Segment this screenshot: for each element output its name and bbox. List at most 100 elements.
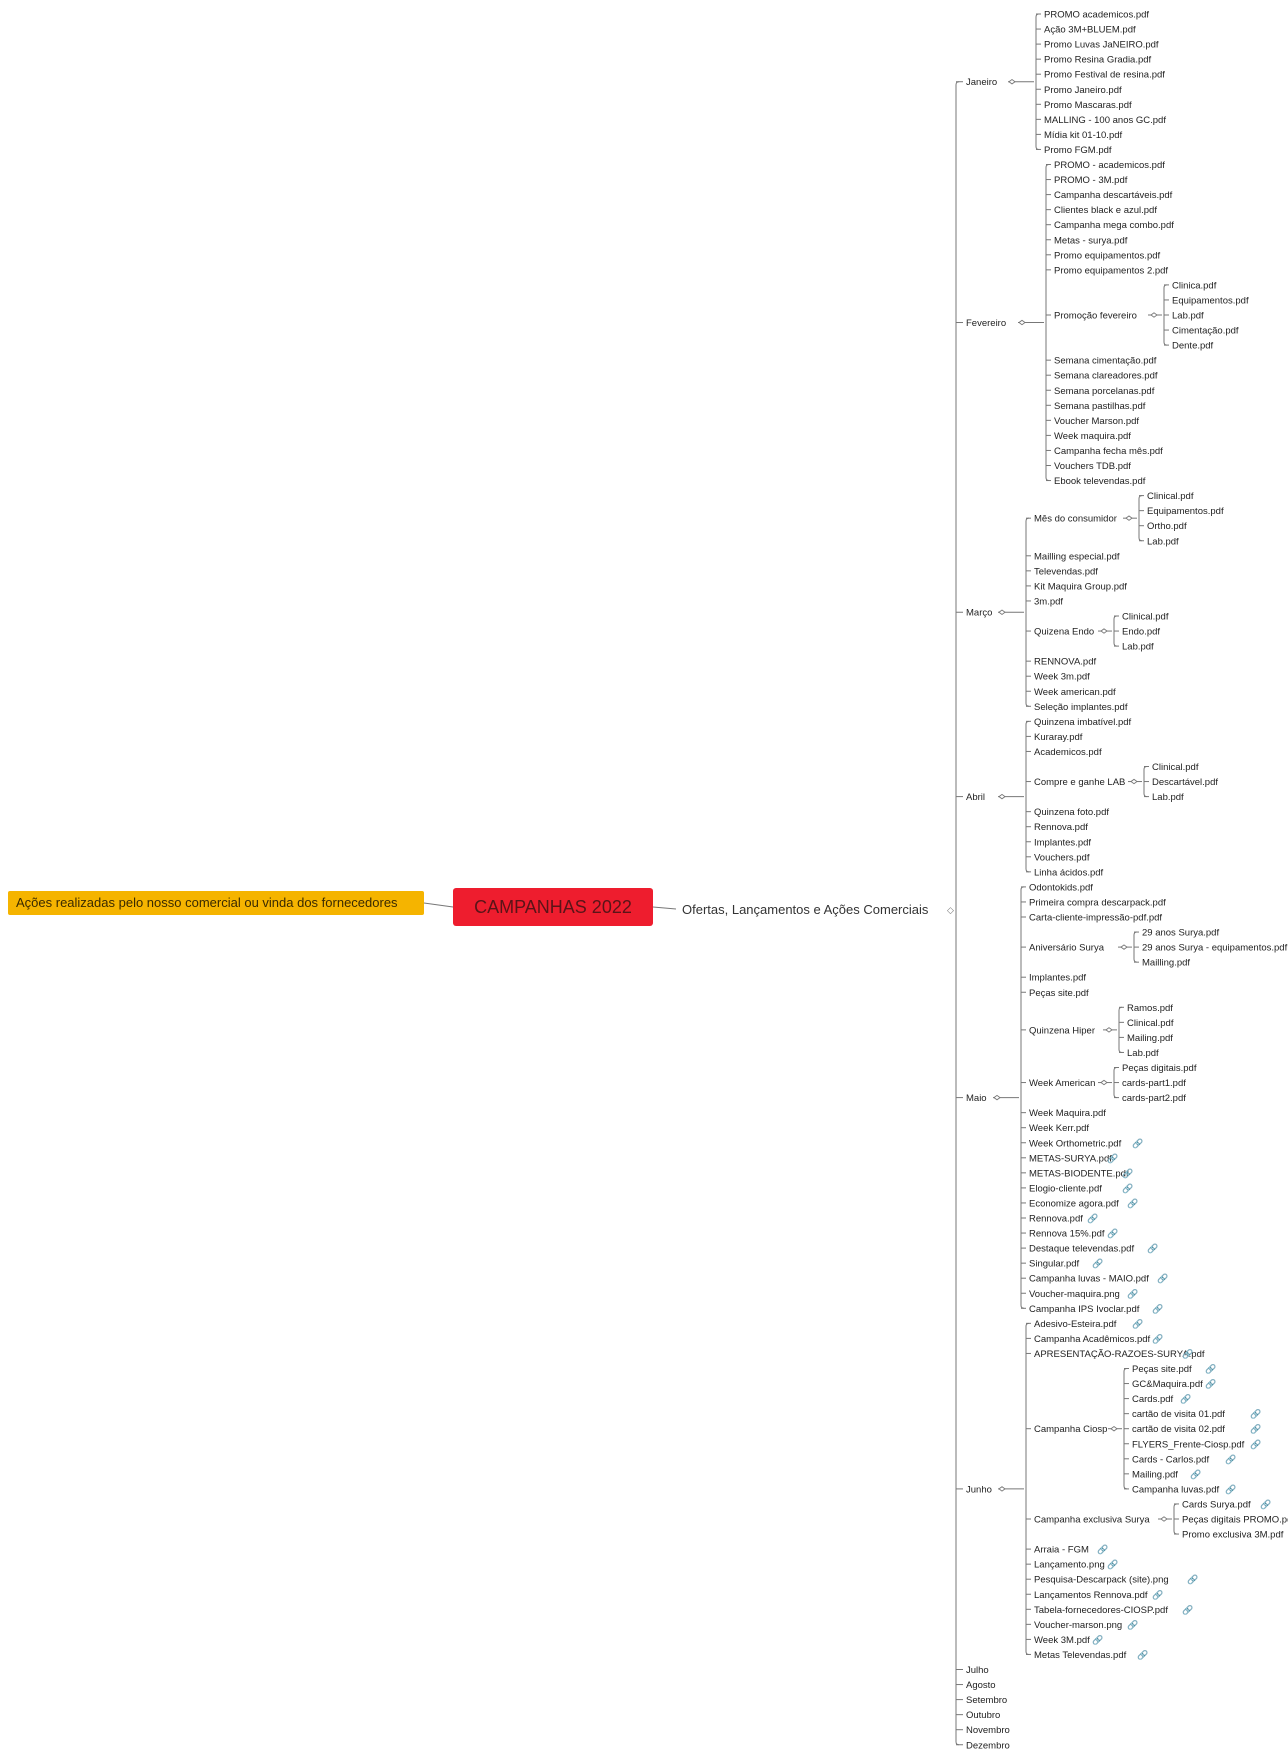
file-pecas-digitais-pdf[interactable]: Peças digitais.pdf <box>1122 1063 1197 1074</box>
link-icon[interactable]: 🔗 <box>1205 1363 1216 1375</box>
file-rennova-pdf[interactable]: Rennova.pdf <box>1029 1214 1083 1225</box>
file-semana-cimentacao-pdf[interactable]: Semana cimentação.pdf <box>1054 356 1157 367</box>
link-icon[interactable]: 🔗 <box>1107 1559 1118 1571</box>
file-clinical-pdf[interactable]: Clinical.pdf <box>1122 612 1169 623</box>
month-outubro[interactable]: Outubro <box>966 1710 1000 1721</box>
file-clientes-black-e-azul-pdf[interactable]: Clientes black e azul.pdf <box>1054 205 1157 216</box>
file-lab-pdf[interactable]: Lab.pdf <box>1172 311 1204 322</box>
file-mailing-pdf[interactable]: Mailing.pdf <box>1127 1033 1173 1044</box>
link-icon[interactable]: 🔗 <box>1250 1438 1261 1450</box>
link-icon[interactable]: 🔗 <box>1182 1604 1193 1616</box>
file-quinzena-foto-pdf[interactable]: Quinzena foto.pdf <box>1034 807 1109 818</box>
topic-mes-do-consumidor[interactable]: Mês do consumidor <box>1034 514 1117 525</box>
topic-campanha-exclusiva-surya[interactable]: Campanha exclusiva Surya <box>1034 1515 1150 1526</box>
month-setembro[interactable]: Setembro <box>966 1695 1007 1706</box>
file-semana-pastilhas-pdf[interactable]: Semana pastilhas.pdf <box>1054 401 1146 412</box>
file-rennova-pdf[interactable]: RENNOVA.pdf <box>1034 657 1096 668</box>
collapse-icon[interactable] <box>1160 1516 1168 1522</box>
link-icon[interactable]: 🔗 <box>1137 1649 1148 1661</box>
link-icon[interactable]: 🔗 <box>1250 1423 1261 1435</box>
file-acao-3m-bluem-pdf[interactable]: Ação 3M+BLUEM.pdf <box>1044 25 1136 36</box>
collapse-icon[interactable] <box>998 793 1006 800</box>
file-kit-maquira-group-pdf[interactable]: Kit Maquira Group.pdf <box>1034 581 1127 592</box>
file-campanha-luvas-pdf[interactable]: Campanha luvas.pdf <box>1132 1484 1219 1495</box>
file-destaque-televendas-pdf[interactable]: Destaque televendas.pdf <box>1029 1244 1134 1255</box>
file-implantes-pdf[interactable]: Implantes.pdf <box>1034 837 1091 848</box>
file-quinzena-imbativel-pdf[interactable]: Quinzena imbatível.pdf <box>1034 717 1132 728</box>
topic-week-american[interactable]: Week American <box>1029 1078 1095 1089</box>
collapse-icon[interactable] <box>1120 944 1128 950</box>
file-mailling-especial-pdf[interactable]: Mailling especial.pdf <box>1034 551 1120 562</box>
file-3m-pdf[interactable]: 3m.pdf <box>1034 596 1063 607</box>
month-janeiro[interactable]: Janeiro <box>966 77 997 88</box>
file-pesquisa-descarpack-site-png[interactable]: Pesquisa-Descarpack (site).png <box>1034 1575 1169 1586</box>
file-pecas-site-pdf[interactable]: Peças site.pdf <box>1132 1364 1192 1375</box>
file-odontokids-pdf[interactable]: Odontokids.pdf <box>1029 882 1093 893</box>
file-semana-porcelanas-pdf[interactable]: Semana porcelanas.pdf <box>1054 386 1155 397</box>
file-gc-maquira-pdf[interactable]: GC&Maquira.pdf <box>1132 1379 1203 1390</box>
file-lancamentos-rennova-pdf[interactable]: Lançamentos Rennova.pdf <box>1034 1590 1148 1601</box>
file-promo-janeiro-pdf[interactable]: Promo Janeiro.pdf <box>1044 85 1122 96</box>
link-icon[interactable]: 🔗 <box>1225 1453 1236 1465</box>
collapse-icon[interactable] <box>1125 515 1133 521</box>
file-endo-pdf[interactable]: Endo.pdf <box>1122 627 1160 638</box>
link-icon[interactable]: 🔗 <box>1097 1544 1108 1556</box>
file-televendas-pdf[interactable]: Televendas.pdf <box>1034 566 1098 577</box>
file-singular-pdf[interactable]: Singular.pdf <box>1029 1259 1080 1270</box>
file-voucher-maquira-png[interactable]: Voucher-maquira.png <box>1029 1289 1120 1300</box>
file-equipamentos-pdf[interactable]: Equipamentos.pdf <box>1172 295 1249 306</box>
link-icon[interactable]: 🔗 <box>1180 1393 1191 1405</box>
file-cartao-de-visita-02-pdf[interactable]: cartão de visita 02.pdf <box>1132 1424 1225 1435</box>
file-clinical-pdf[interactable]: Clinical.pdf <box>1152 762 1199 773</box>
link-icon[interactable]: 🔗 <box>1147 1243 1158 1255</box>
file-lab-pdf[interactable]: Lab.pdf <box>1122 642 1154 653</box>
link-icon[interactable]: 🔗 <box>1152 1589 1163 1601</box>
file-ebook-televendas-pdf[interactable]: Ebook televendas.pdf <box>1054 476 1146 487</box>
file-week-3m-pdf[interactable]: Week 3m.pdf <box>1034 672 1090 683</box>
link-icon[interactable]: 🔗 <box>1190 1468 1201 1480</box>
month-maio[interactable]: Maio <box>966 1093 987 1104</box>
file-academicos-pdf[interactable]: Academicos.pdf <box>1034 747 1102 758</box>
file-carta-cliente-impressao-pdf-pdf[interactable]: Carta-cliente-impressão-pdf.pdf <box>1029 913 1162 924</box>
file-voucher-marson-png[interactable]: Voucher-marson.png <box>1034 1620 1122 1631</box>
callout-topic[interactable]: Ações realizadas pelo nosso comercial ou… <box>8 891 424 915</box>
month-julho[interactable]: Julho <box>966 1665 989 1676</box>
file-arraia-fgm[interactable]: Arraia - FGM <box>1034 1545 1089 1556</box>
link-icon[interactable]: 🔗 <box>1107 1152 1118 1164</box>
file-clinical-pdf[interactable]: Clinical.pdf <box>1147 491 1194 502</box>
file-descartavel-pdf[interactable]: Descartável.pdf <box>1152 777 1218 788</box>
file-metas-surya-pdf[interactable]: Metas - surya.pdf <box>1054 235 1128 246</box>
topic-compre-e-ganhe-lab[interactable]: Compre e ganhe LAB <box>1034 777 1125 788</box>
file-lab-pdf[interactable]: Lab.pdf <box>1147 536 1179 547</box>
link-icon[interactable]: 🔗 <box>1225 1483 1236 1495</box>
link-icon[interactable]: 🔗 <box>1092 1634 1103 1646</box>
topic-aniversario-surya[interactable]: Aniversário Surya <box>1029 943 1105 954</box>
collapse-icon[interactable] <box>993 1094 1001 1101</box>
link-icon[interactable]: 🔗 <box>1250 1408 1261 1420</box>
file-clinica-pdf[interactable]: Clinica.pdf <box>1172 280 1217 291</box>
file-pecas-site-pdf[interactable]: Peças site.pdf <box>1029 988 1089 999</box>
file-mailing-pdf[interactable]: Mailing.pdf <box>1132 1469 1178 1480</box>
month-novembro[interactable]: Novembro <box>966 1725 1010 1736</box>
file-rennova-15-pdf[interactable]: Rennova 15%.pdf <box>1029 1229 1105 1240</box>
file-lab-pdf[interactable]: Lab.pdf <box>1127 1048 1159 1059</box>
file-promo-3m-pdf[interactable]: PROMO - 3M.pdf <box>1054 175 1128 186</box>
file-campanha-luvas-maio-pdf[interactable]: Campanha luvas - MAIO.pdf <box>1029 1274 1149 1285</box>
file-elogio-cliente-pdf[interactable]: Elogio-cliente.pdf <box>1029 1183 1102 1194</box>
link-icon[interactable]: 🔗 <box>1132 1137 1143 1149</box>
file-semana-clareadores-pdf[interactable]: Semana clareadores.pdf <box>1054 371 1158 382</box>
file-apresentacao-razoes-surya-pdf[interactable]: APRESENTAÇÃO-RAZOES-SURYA.pdf <box>1034 1349 1205 1360</box>
file-week-american-pdf[interactable]: Week american.pdf <box>1034 687 1116 698</box>
month-junho[interactable]: Junho <box>966 1484 992 1495</box>
file-cards-carlos-pdf[interactable]: Cards - Carlos.pdf <box>1132 1454 1209 1465</box>
link-icon[interactable]: 🔗 <box>1132 1318 1143 1330</box>
file-campanha-mega-combo-pdf[interactable]: Campanha mega combo.pdf <box>1054 220 1174 231</box>
month-dezembro[interactable]: Dezembro <box>966 1740 1010 1751</box>
month-agosto[interactable]: Agosto <box>966 1680 996 1691</box>
file-midia-kit-01-10-pdf[interactable]: Mídia kit 01-10.pdf <box>1044 130 1123 141</box>
file-linha-acidos-pdf[interactable]: Linha ácidos.pdf <box>1034 867 1104 878</box>
link-icon[interactable]: 🔗 <box>1205 1378 1216 1390</box>
main-branch-topic[interactable]: Ofertas, Lançamentos e Ações Comerciais <box>682 902 929 917</box>
file-cimentacao-pdf[interactable]: Cimentação.pdf <box>1172 326 1239 337</box>
month-fevereiro[interactable]: Fevereiro <box>966 318 1006 329</box>
